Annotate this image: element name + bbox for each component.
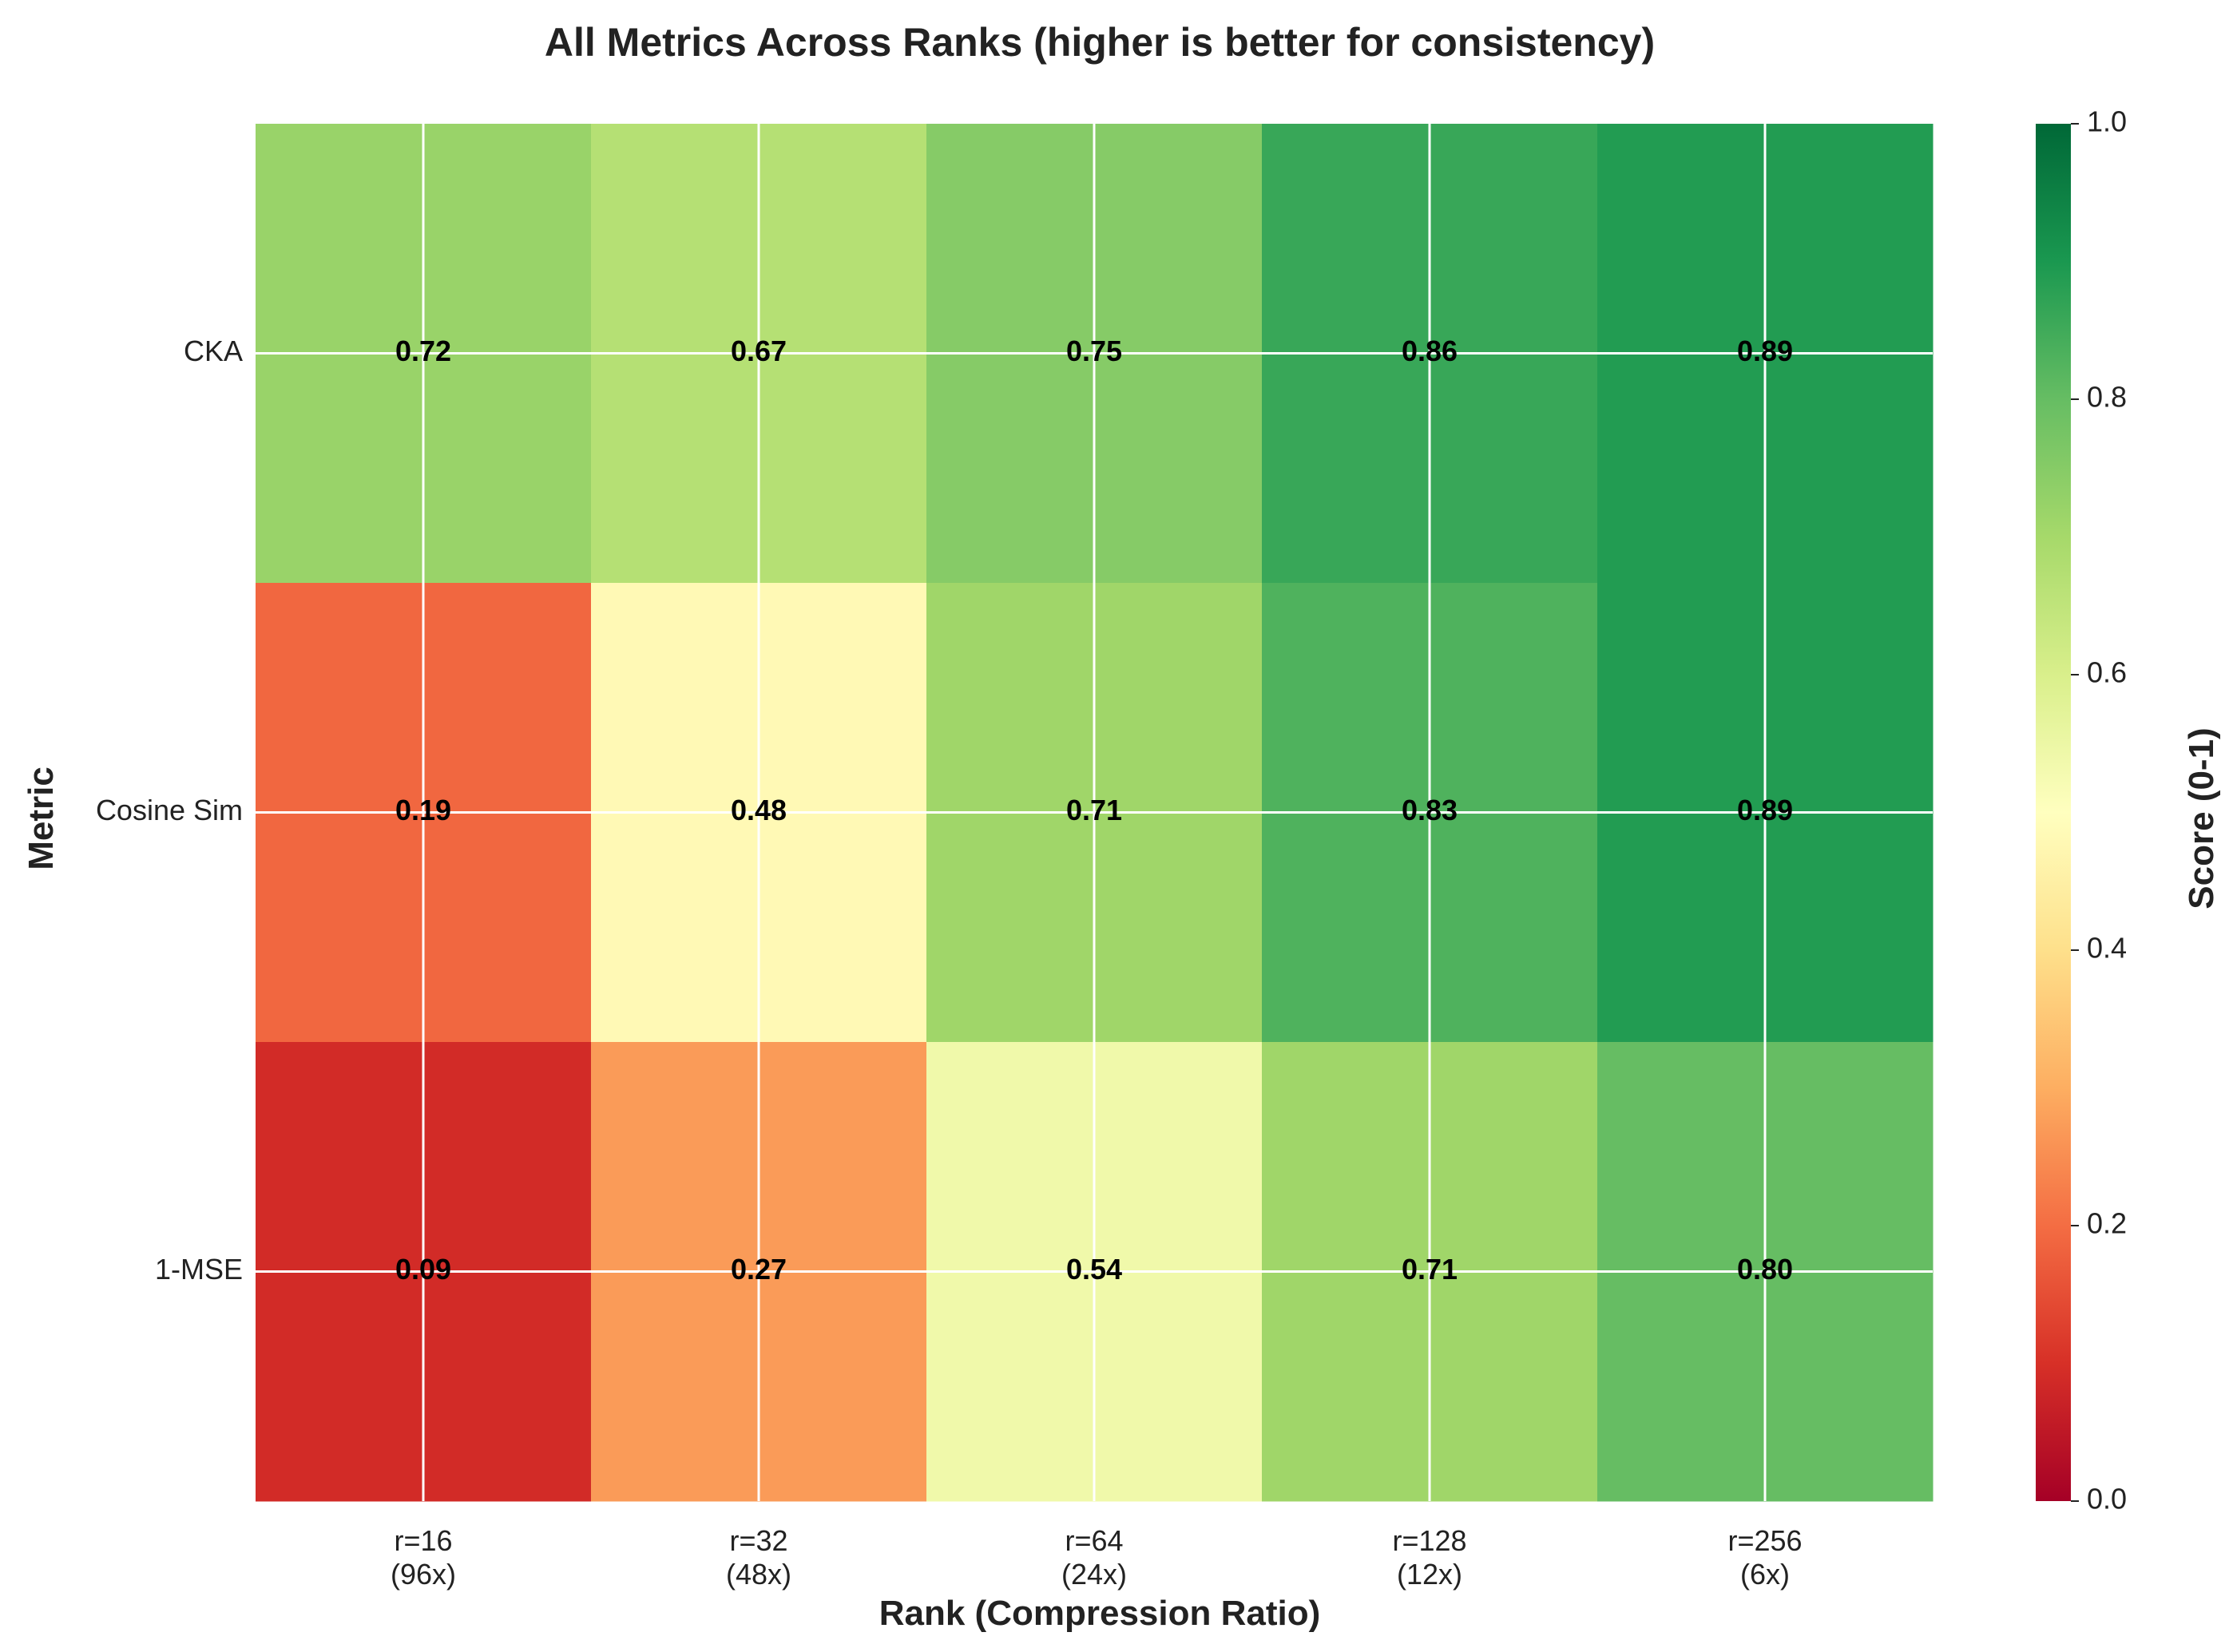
x-tick-label: r=16 (96x) xyxy=(391,1524,456,1591)
cell-value-label: 0.86 xyxy=(1402,335,1458,367)
colorbar-tick-label: 0.4 xyxy=(2087,932,2127,965)
cell-value-label: 0.80 xyxy=(1737,1253,1793,1286)
y-tick-labels: CKA Cosine Sim 1-MSE xyxy=(96,335,243,1286)
cell-value-label: 0.89 xyxy=(1737,794,1793,826)
cell-value-label: 0.75 xyxy=(1066,335,1122,367)
cell-value-label: 0.67 xyxy=(731,335,787,367)
cell-value-label: 0.54 xyxy=(1066,1253,1122,1286)
colorbar-label: Score (0-1) xyxy=(2182,727,2221,909)
colorbar-ticks: 0.0 0.2 0.4 0.6 0.8 1.0 xyxy=(2071,105,2127,1515)
x-tick-labels: r=16 (96x) r=32 (48x) r=64 (24x) r=128 (12x) r=2… xyxy=(391,1524,1803,1591)
colorbar-tick-label: 0.2 xyxy=(2087,1207,2127,1240)
cell-value-label: 0.83 xyxy=(1402,794,1458,826)
cell-value-label: 0.72 xyxy=(395,335,451,367)
x-tick-label: r=64 (24x) xyxy=(1061,1524,1127,1591)
colorbar xyxy=(2036,124,2071,1501)
cell-value-label: 0.27 xyxy=(731,1253,787,1286)
colorbar-tick-label: 1.0 xyxy=(2087,105,2127,138)
y-tick-label: CKA xyxy=(184,335,243,367)
x-tick-label: r=256 (6x) xyxy=(1727,1524,1802,1591)
cell-value-label: 0.71 xyxy=(1402,1253,1458,1286)
y-tick-label: Cosine Sim xyxy=(96,794,243,826)
x-tick-label: r=128 (12x) xyxy=(1392,1524,1466,1591)
cell-value-labels: 0.72 0.67 0.75 0.86 0.89 0.19 0.48 0.71 0.83 0.89… xyxy=(395,335,1793,1286)
colorbar-tick-label: 0.6 xyxy=(2087,656,2127,689)
cell-value-label: 0.89 xyxy=(1737,335,1793,367)
cell-value-label: 0.71 xyxy=(1066,794,1122,826)
chart-title: All Metrics Across Ranks (higher is bett… xyxy=(545,20,1655,65)
colorbar-tick-label: 0.8 xyxy=(2087,381,2127,414)
grid-lines xyxy=(256,124,1933,1501)
x-axis-label: Rank (Compression Ratio) xyxy=(879,1594,1321,1633)
cell-value-label: 0.19 xyxy=(395,794,451,826)
cell-value-label: 0.09 xyxy=(395,1253,451,1286)
colorbar-tick-label: 0.0 xyxy=(2087,1483,2127,1515)
y-tick-label: 1-MSE xyxy=(155,1253,243,1286)
y-axis-label: Metric xyxy=(22,767,61,870)
x-tick-label: r=32 (48x) xyxy=(726,1524,791,1591)
cell-value-label: 0.48 xyxy=(731,794,787,826)
